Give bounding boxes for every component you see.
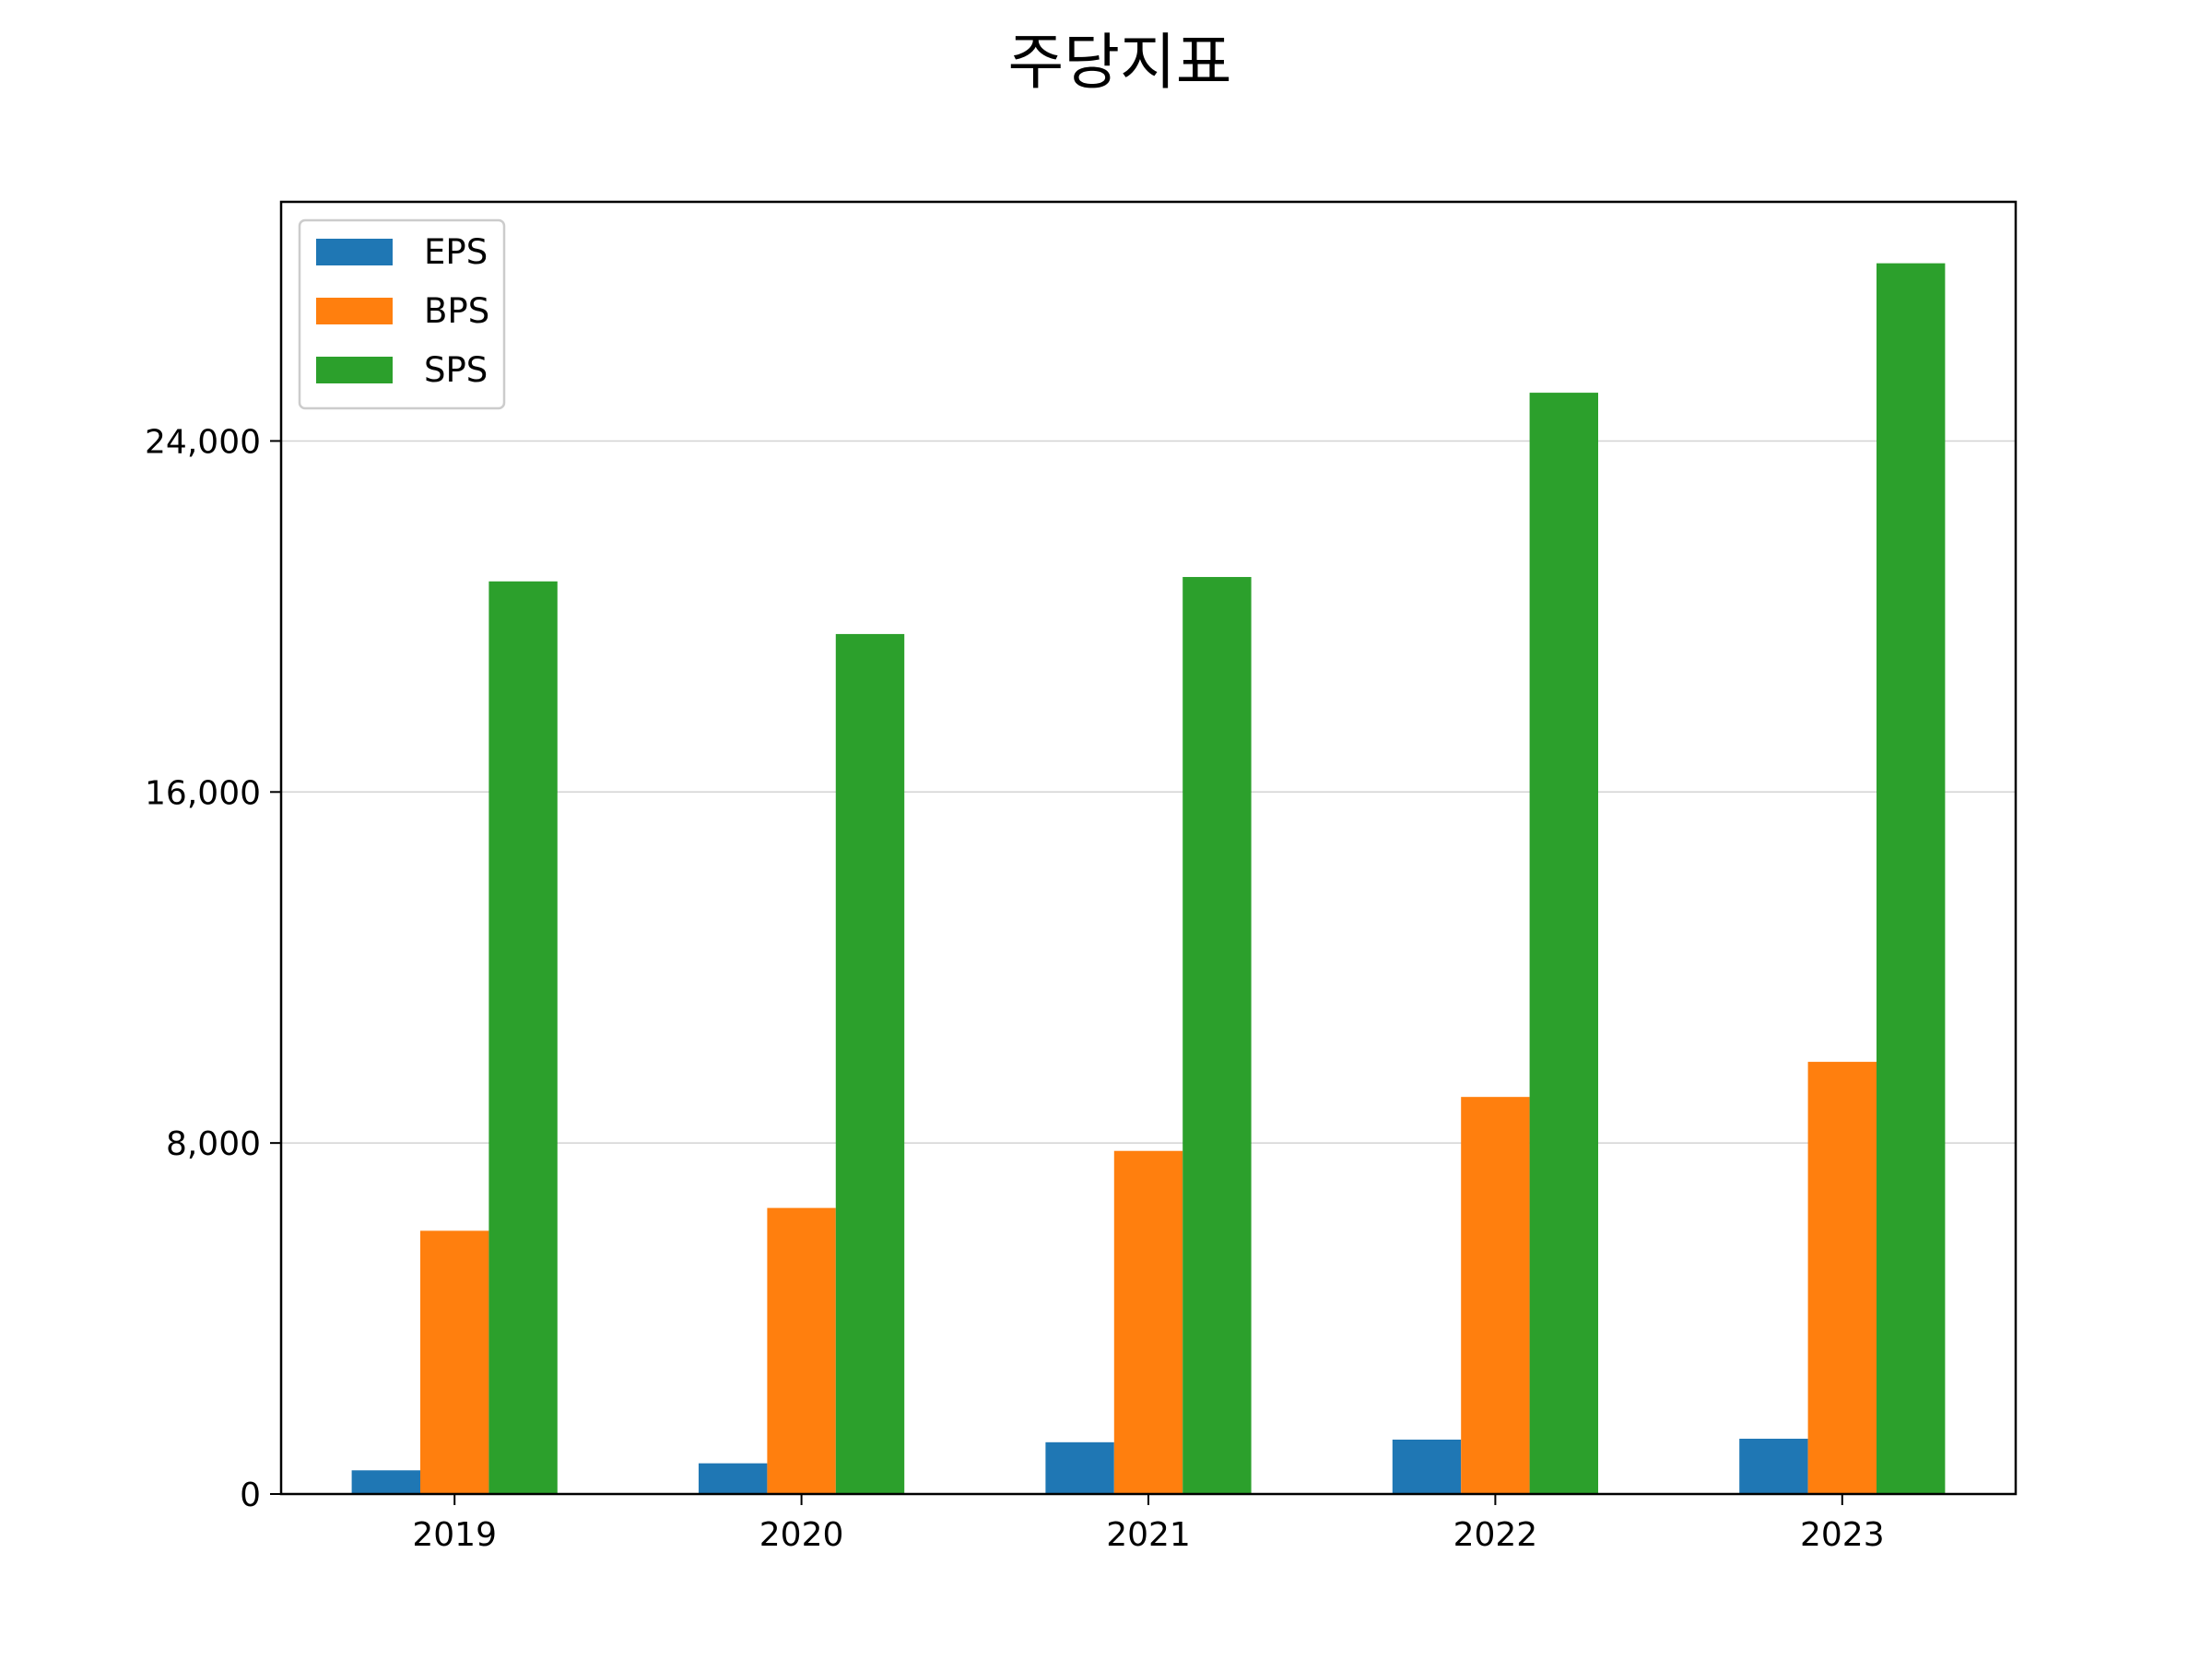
bar-sps-2022: [1529, 393, 1598, 1495]
bar-bps-2023: [1807, 1062, 1877, 1494]
bar-bps-2022: [1461, 1097, 1530, 1494]
axis-ticks: 0 8,000 16,000 24,000 2019 2020 2021 2022 2023: [145, 423, 1885, 1554]
x-tick-label: 2019: [412, 1516, 497, 1554]
legend-label-eps: EPS: [424, 232, 488, 272]
y-tick-label: 24,000: [145, 423, 261, 461]
bar-bps-2020: [767, 1207, 836, 1494]
grid-lines: [281, 440, 2016, 1144]
bar-eps-2020: [699, 1463, 768, 1494]
legend: EPS BPS SPS: [298, 218, 506, 410]
x-tick-label: 2021: [1106, 1516, 1191, 1554]
bar-bps-2021: [1113, 1150, 1183, 1494]
legend-label-bps: BPS: [424, 291, 489, 331]
bar-bps-2019: [420, 1230, 489, 1494]
chart-title: 주당지표: [1008, 27, 1232, 98]
y-tick-label: 0: [240, 1477, 261, 1514]
bar-sps-2023: [1877, 263, 1946, 1494]
bar-sps-2019: [488, 581, 558, 1494]
x-tick-label: 2023: [1800, 1516, 1885, 1554]
bar-eps-2022: [1392, 1439, 1462, 1494]
y-tick-label: 8,000: [166, 1125, 261, 1163]
bars: [351, 263, 1946, 1495]
legend-swatch-bps: [316, 298, 393, 324]
x-tick-label: 2022: [1453, 1516, 1538, 1554]
bar-sps-2020: [835, 633, 905, 1494]
y-tick-label: 16,000: [145, 774, 261, 812]
legend-swatch-sps: [316, 357, 393, 383]
bar-eps-2023: [1739, 1439, 1808, 1494]
legend-label-sps: SPS: [424, 350, 488, 390]
bar-eps-2021: [1045, 1441, 1114, 1494]
bar-sps-2021: [1182, 577, 1252, 1494]
x-tick-label: 2020: [759, 1516, 844, 1554]
legend-swatch-eps: [316, 239, 393, 265]
bar-eps-2019: [351, 1470, 420, 1494]
